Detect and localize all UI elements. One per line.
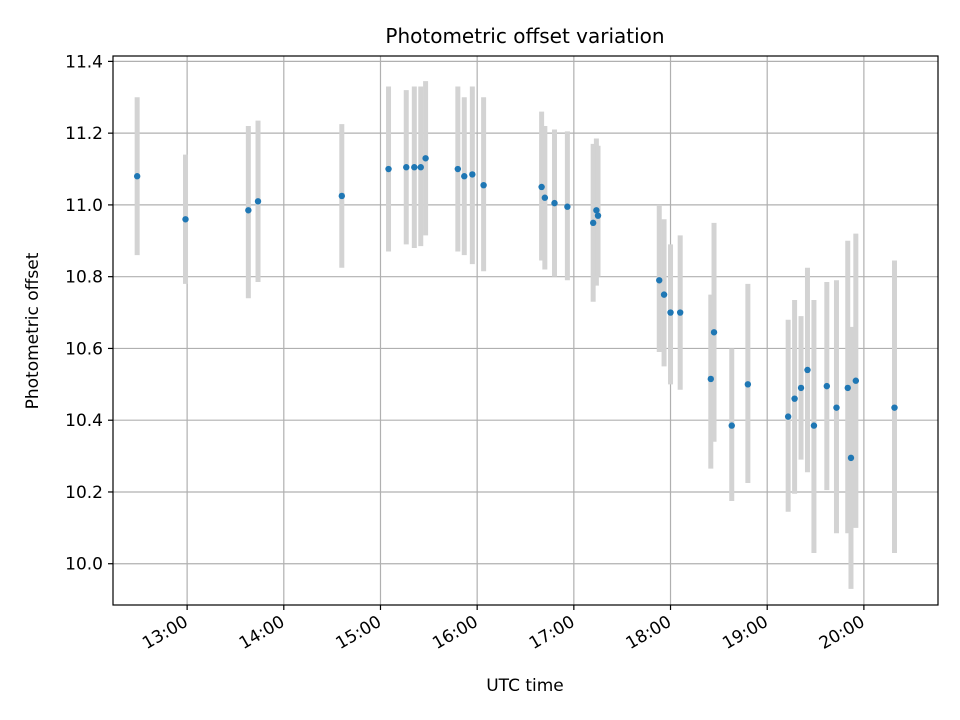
data-point: [338, 192, 346, 200]
data-point: [710, 329, 718, 336]
y-tick-label: 11.0: [65, 196, 103, 216]
data-point: [676, 309, 684, 316]
data-point: [791, 395, 798, 402]
data-point: [411, 164, 418, 171]
y-axis-ticks: 10.0 10.2 10.4 10.6 10.8 11.0 11.2 11.4: [65, 52, 113, 575]
data-point: [461, 173, 468, 180]
data-point: [707, 375, 715, 383]
y-tick-label: 10.8: [65, 268, 103, 288]
data-point: [182, 216, 189, 223]
data-point: [538, 183, 545, 191]
data-point: [469, 171, 476, 178]
data-point: [810, 422, 818, 429]
data-point: [245, 207, 252, 214]
y-tick-label: 10.0: [65, 555, 103, 575]
chart-title: Photometric offset variation: [385, 24, 664, 48]
data-point: [593, 207, 600, 214]
data-point: [385, 165, 392, 173]
data-point: [254, 198, 262, 205]
data-point: [403, 164, 410, 171]
data-point: [804, 366, 811, 374]
data-point: [891, 404, 898, 411]
data-point: [844, 384, 851, 392]
data-point: [784, 413, 792, 420]
data-point: [833, 404, 840, 411]
data-point: [744, 381, 752, 388]
data-point: [667, 309, 674, 316]
data-point: [133, 173, 141, 180]
data-point: [422, 155, 429, 162]
y-axis-label: Photometric offset: [23, 252, 43, 409]
data-point: [541, 194, 549, 201]
y-tick-label: 11.4: [65, 52, 103, 72]
data-point: [551, 199, 558, 207]
data-point: [589, 219, 597, 227]
data-point: [480, 181, 487, 189]
plot-area-frame: [112, 55, 939, 606]
data-point: [728, 422, 735, 429]
data-point: [797, 384, 805, 392]
data-point: [660, 291, 668, 298]
data-point: [656, 277, 663, 284]
data-point: [417, 164, 424, 171]
y-tick-label: 10.2: [65, 483, 103, 503]
data-point: [852, 377, 860, 384]
data-point: [564, 203, 571, 210]
x-axis-label: UTC time: [486, 676, 564, 696]
data-point: [823, 382, 831, 390]
data-point: [594, 212, 602, 219]
y-tick-label: 10.6: [65, 339, 103, 359]
data-point: [454, 165, 462, 173]
data-points: [133, 155, 898, 462]
y-tick-label: 10.4: [65, 411, 103, 431]
data-point: [847, 454, 855, 462]
y-tick-label: 11.2: [65, 124, 103, 144]
